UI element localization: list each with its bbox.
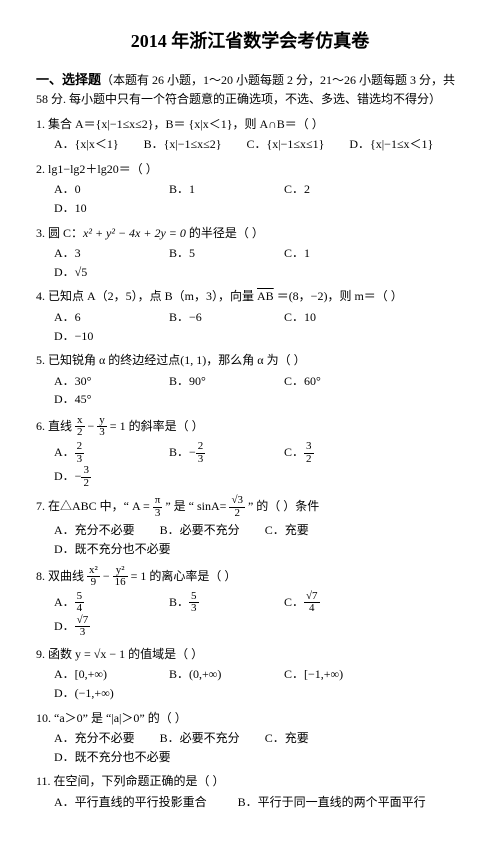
q6-post: = 1 的斜率是（ ） [110,419,204,433]
q7-pre: 7. 在△ABC 中，“ A = [36,499,153,513]
q3-pre: 3. 圆 C： [36,226,83,240]
q7: 7. 在△ABC 中，“ A = π3 ” 是 “ sinA= √32 ” 的（… [36,495,464,519]
section-1-head: 一、选择题 [36,72,101,87]
q11: 11. 在空间，下列命题正确的是（ ） [36,772,464,791]
q10-b: B．必要不充分 [160,729,240,748]
q4-a: A．6 [54,308,144,327]
q4-post: ＝(8，−2)，则 m＝（ ） [274,289,403,303]
q1-opts: A．{x|x＜1} B．{x|−1≤x≤2} C．{x|−1≤x≤1} D．{x… [54,135,464,154]
q8: 8. 双曲线 x²9 − y²16 = 1 的离心率是（ ） [36,565,464,589]
q1-b: B．{x|−1≤x≤2} [144,135,222,154]
q2-d: D．10 [54,199,144,218]
q8-a: A．54 [54,591,144,615]
q6-pre: 6. 直线 [36,419,75,433]
q8-frac1: x²9 [87,565,100,589]
q6-b: B．−23 [169,441,259,465]
q2: 2. lg1−lg2＋lg20＝（ ） [36,160,464,179]
q7-a: A．充分不必要 [54,521,135,540]
q4-c: C．10 [284,308,374,327]
q10: 10. “a＞0” 是 “|a|＞0” 的（ ） [36,709,464,728]
q9-opts: A．[0,+∞) B．(0,+∞) C．[−1,+∞) D．(−1,+∞) [54,665,464,702]
q4-pre: 4. 已知点 A（2，5），点 B（m，3），向量 [36,289,257,303]
q7-frac1: π3 [153,495,163,519]
q10-a: A．充分不必要 [54,729,135,748]
q1-a: A．{x|x＜1} [54,135,119,154]
q6-d: D．−32 [54,465,144,489]
q3-b: B．5 [169,244,259,263]
q5-opts: A．30° B．90° C．60° D．45° [54,372,464,409]
q4: 4. 已知点 A（2，5），点 B（m，3），向量 AB ＝(8，−2)，则 m… [36,287,464,306]
q10-c: C．充要 [265,729,309,748]
q7-d: D．既不充分也不必要 [54,540,171,559]
q8-opts: A．54 B．53 C．√74 D．√73 [54,591,464,639]
q6-frac2: y3 [97,415,107,439]
q7-frac2: √32 [229,495,245,519]
q6: 6. 直线 x2 − y3 = 1 的斜率是（ ） [36,415,464,439]
q2-b: B．1 [169,180,259,199]
q9: 9. 函数 y = √x − 1 的值域是（ ） [36,645,464,664]
q10-opts: A．充分不必要 B．必要不充分 C．充要 D．既不充分也不必要 [54,729,464,766]
q1: 1. 集合 A＝{x|−1≤x≤2}，B＝ {x|x＜1}，则 A∩B＝（ ） [36,115,464,134]
q1-d: D．{x|−1≤x＜1} [349,135,433,154]
q6-c: C．32 [284,441,374,465]
q7-b: B．必要不充分 [160,521,240,540]
q5-a: A．30° [54,372,144,391]
q4-vec: AB [257,289,274,303]
q8-c: C．√74 [284,591,374,615]
q7-opts: A．充分不必要 B．必要不充分 C．充要 D．既不充分也不必要 [54,521,464,558]
q9-d: D．(−1,+∞) [54,684,144,703]
q8-post: = 1 的离心率是（ ） [131,568,237,582]
q4-d: D．−10 [54,327,144,346]
q3-eq: x² + y² − 4x + 2y = 0 [83,226,186,240]
q11-opts: A．平行直线的平行投影重合 B．平行于同一直线的两个平面平行 [54,793,464,812]
q8-d: D．√73 [54,615,144,639]
q5-c: C．60° [284,372,374,391]
q2-a: A．0 [54,180,144,199]
q8-pre: 8. 双曲线 [36,568,87,582]
q4-opts: A．6 B．−6 C．10 D．−10 [54,308,464,345]
q10-d: D．既不充分也不必要 [54,748,171,767]
q2-c: C．2 [284,180,374,199]
q3-d: D．√5 [54,263,144,282]
q3-a: A．3 [54,244,144,263]
q8-b: B．53 [169,591,259,615]
q7-post: ” 的（ ）条件 [248,499,319,513]
q11-a: A．平行直线的平行投影重合 [54,793,207,812]
q11-b: B．平行于同一直线的两个平面平行 [238,793,426,812]
q9-a: A．[0,+∞) [54,665,144,684]
q9-c: C．[−1,+∞) [284,665,374,684]
q2-opts: A．0 B．1 C．2 D．10 [54,180,464,217]
q6-a: A．23 [54,441,144,465]
q3-post: 的半径是（ ） [186,226,264,240]
q9-b: B．(0,+∞) [169,665,259,684]
q5-d: D．45° [54,390,144,409]
q3-c: C．1 [284,244,374,263]
q1-c: C．{x|−1≤x≤1} [246,135,324,154]
q5-b: B．90° [169,372,259,391]
q6-opts: A．23 B．−23 C．32 D．−32 [54,441,464,489]
q7-c: C．充要 [265,521,309,540]
q7-mid: ” 是 “ sinA= [165,499,229,513]
q5: 5. 已知锐角 α 的终边经过点(1, 1)，那么角 α 为（ ） [36,351,464,370]
q8-mid: − [103,568,113,582]
page-title: 2014 年浙江省数学会考仿真卷 [36,28,464,56]
q3-opts: A．3 B．5 C．1 D．√5 [54,244,464,281]
q6-frac1: x2 [75,415,85,439]
section-1: 一、选择题（本题有 26 小题，1～20 小题每题 2 分，21～26 小题每题… [36,70,464,109]
q8-frac2: y²16 [113,565,128,589]
q6-mid: − [88,419,98,433]
q4-b: B．−6 [169,308,259,327]
q3: 3. 圆 C：x² + y² − 4x + 2y = 0 的半径是（ ） [36,224,464,243]
